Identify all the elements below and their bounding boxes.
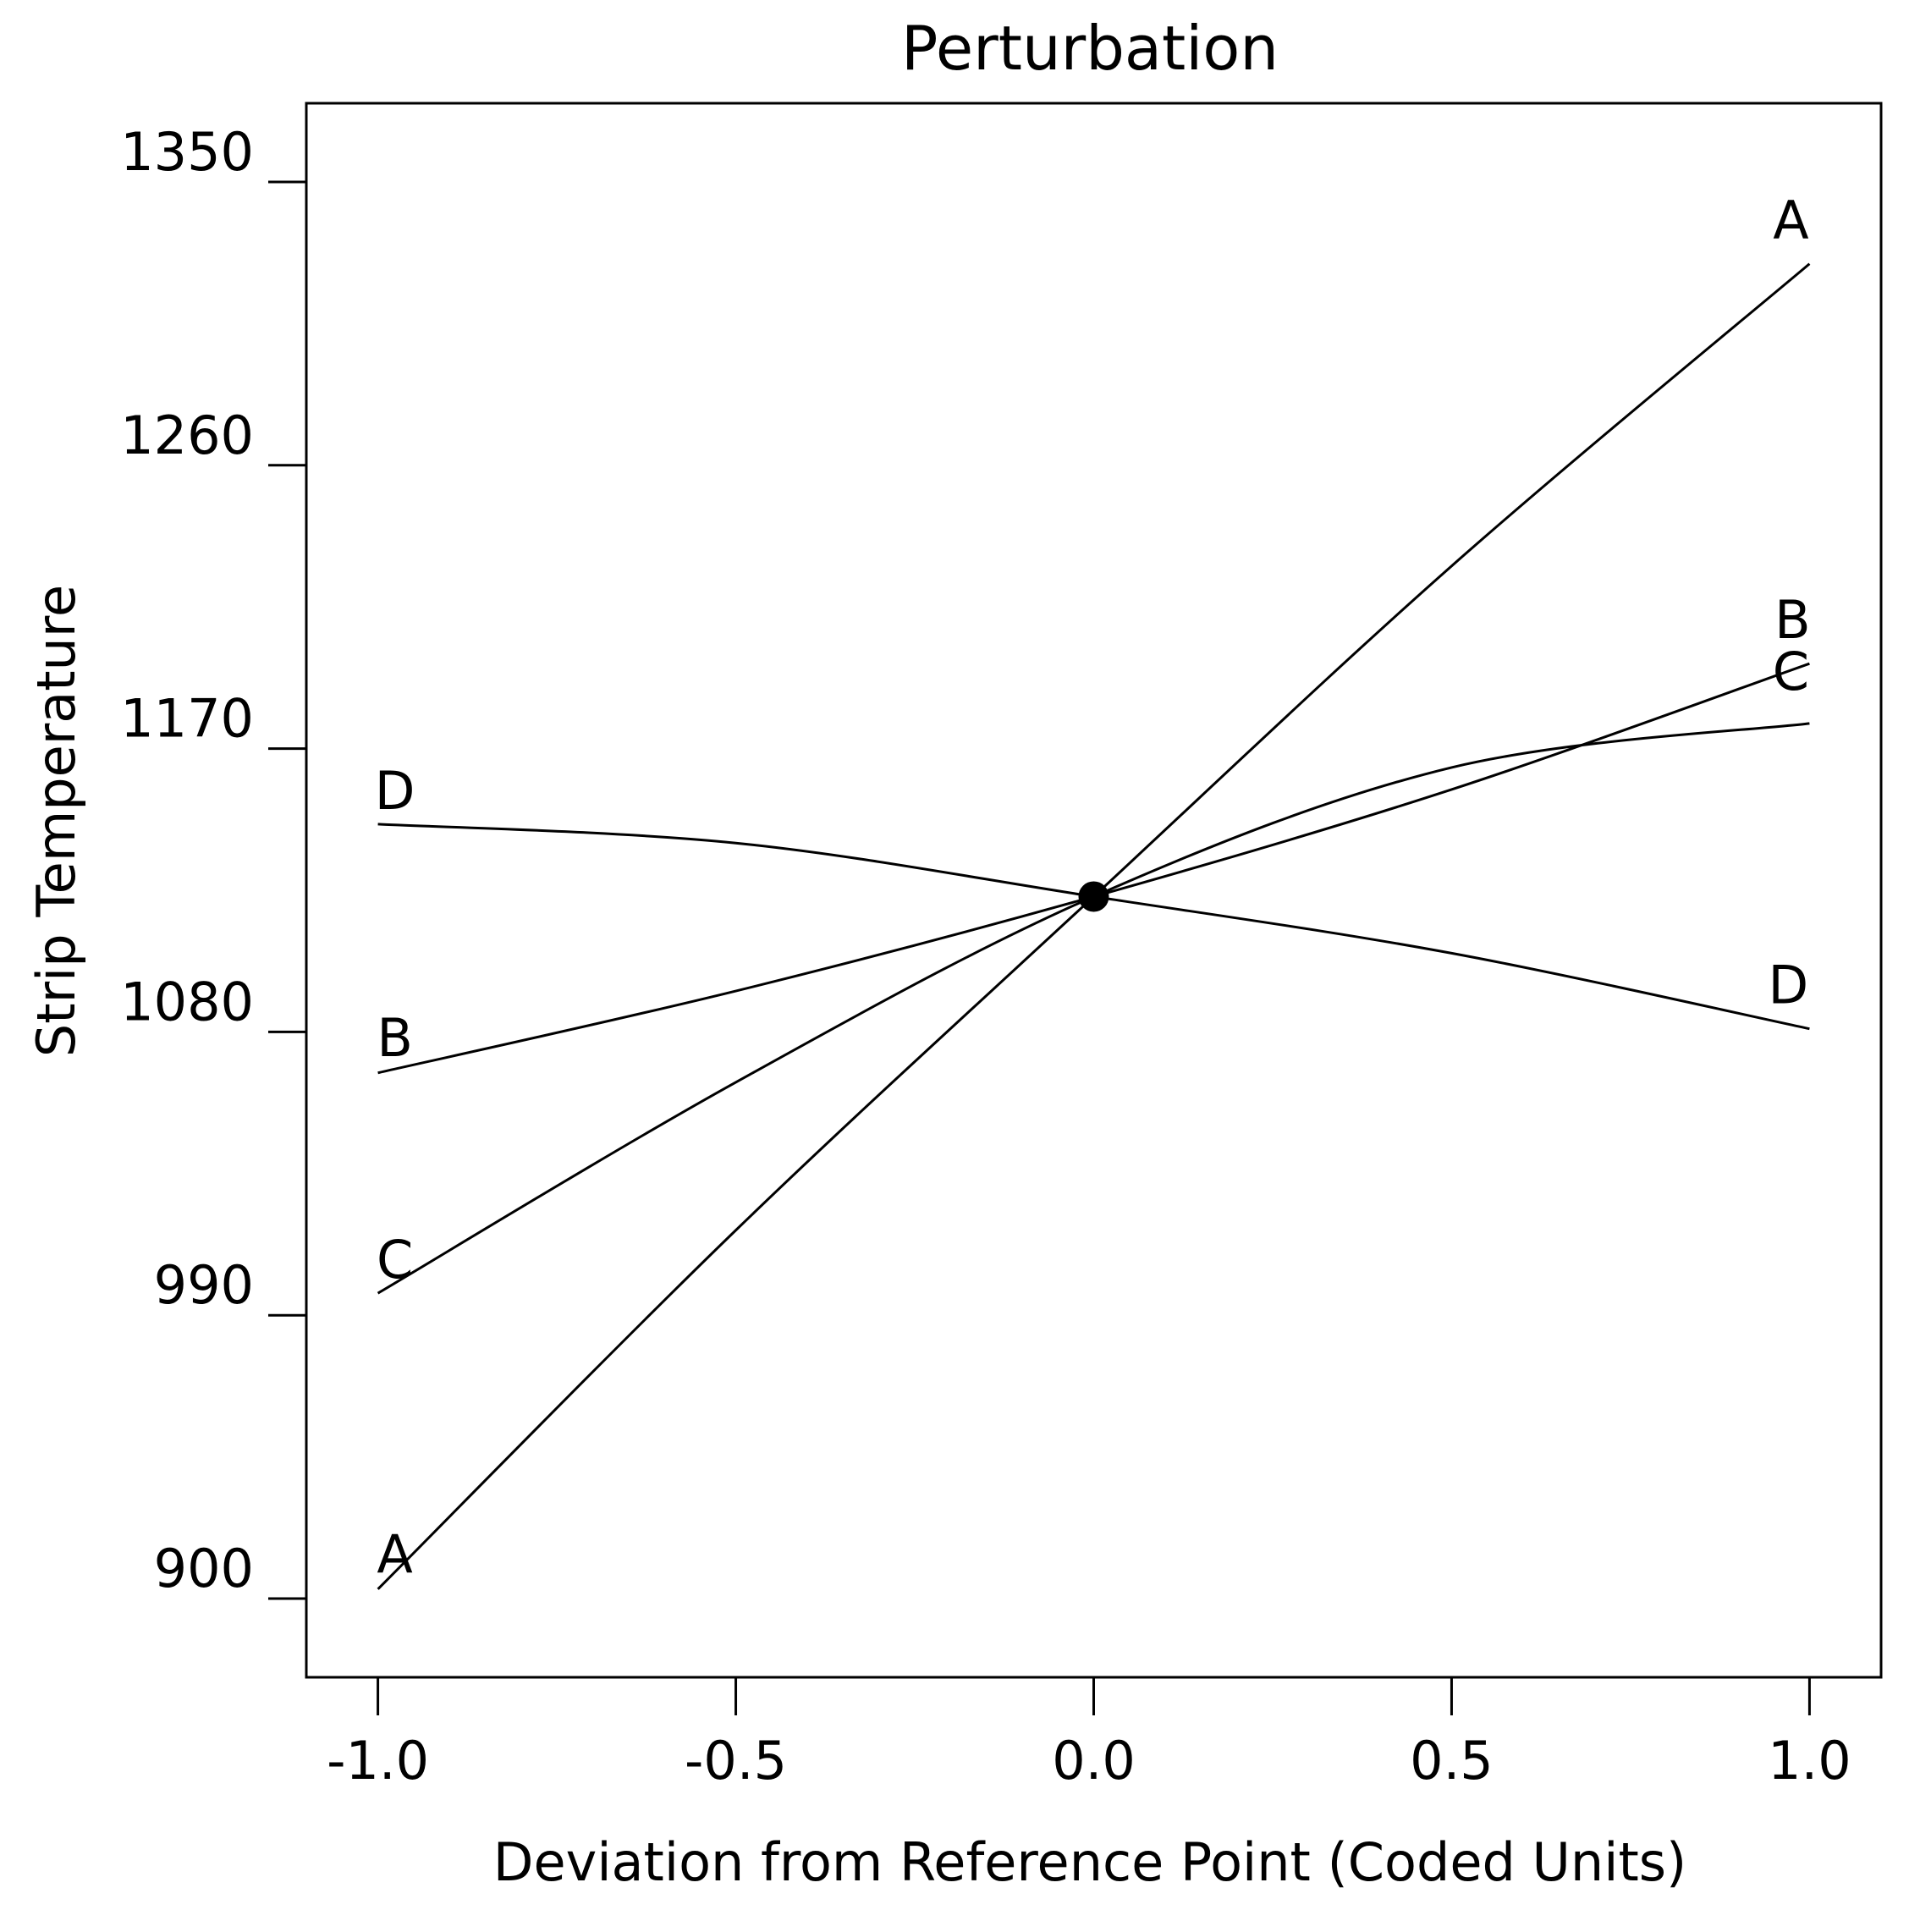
series-start-label-D: D bbox=[375, 760, 415, 822]
series-lines bbox=[377, 262, 1811, 1590]
series-end-label-C: C bbox=[1773, 641, 1809, 702]
y-axis: 900 990 1080 1170 1260 1350 bbox=[120, 121, 306, 1600]
y-tick-label: 900 bbox=[154, 1538, 254, 1599]
y-tick-label: 1080 bbox=[120, 971, 254, 1032]
x-tick-label: -1.0 bbox=[327, 1730, 429, 1792]
y-tick-label: 990 bbox=[154, 1254, 254, 1316]
x-tick-label: 1.0 bbox=[1768, 1730, 1851, 1792]
series-end-label-B: B bbox=[1774, 589, 1811, 651]
y-tick-label: 1260 bbox=[120, 405, 254, 466]
series-end-label-D: D bbox=[1769, 955, 1809, 1016]
x-tick-label: -0.5 bbox=[685, 1730, 787, 1792]
series-line-B bbox=[377, 662, 1810, 1075]
x-axis: -1.0 -0.5 0.0 0.5 1.0 bbox=[327, 1677, 1851, 1792]
series-line-A bbox=[377, 262, 1811, 1590]
y-axis-label: Strip Temperature bbox=[25, 585, 87, 1057]
series-line-D bbox=[377, 823, 1810, 1031]
x-tick-label: 0.0 bbox=[1052, 1730, 1136, 1792]
reference-point-marker bbox=[1078, 881, 1109, 912]
chart-title: Perturbation bbox=[901, 13, 1279, 84]
series-start-label-A: A bbox=[377, 1523, 412, 1585]
series-line-C bbox=[377, 722, 1810, 1295]
x-axis-label: Deviation from Reference Point (Coded Un… bbox=[493, 1831, 1687, 1893]
x-tick-label: 0.5 bbox=[1410, 1730, 1494, 1792]
series-start-label-B: B bbox=[377, 1007, 413, 1069]
series-start-label-C: C bbox=[377, 1229, 413, 1291]
series-end-label-A: A bbox=[1773, 190, 1808, 251]
y-tick-label: 1350 bbox=[120, 121, 254, 183]
y-tick-label: 1170 bbox=[120, 688, 254, 750]
